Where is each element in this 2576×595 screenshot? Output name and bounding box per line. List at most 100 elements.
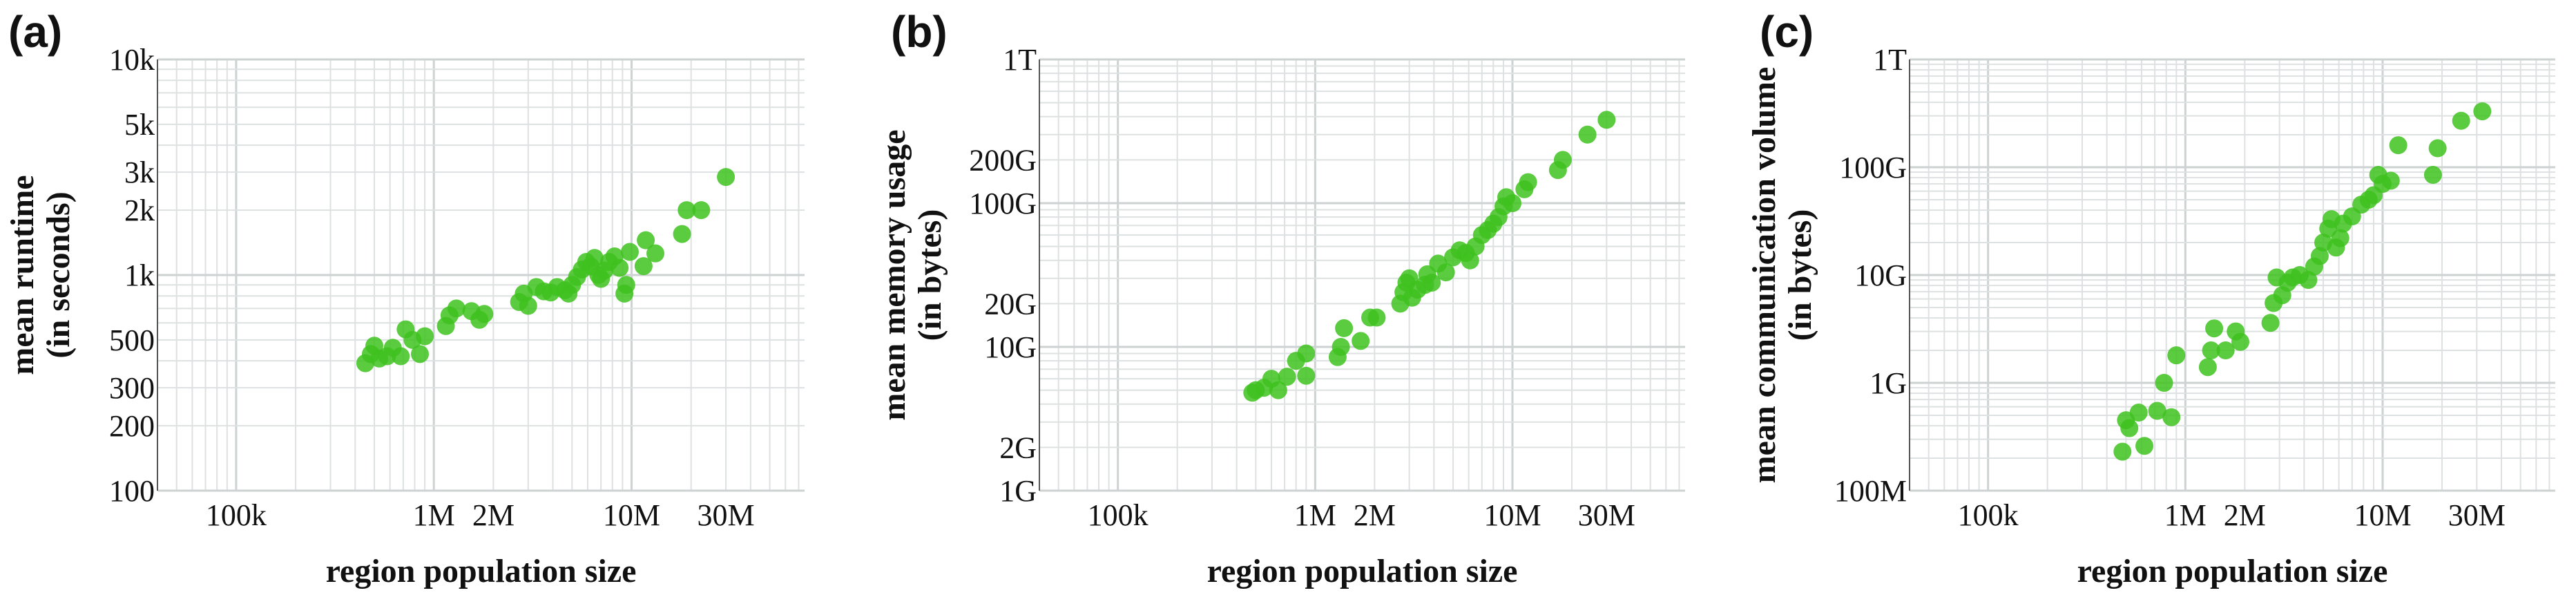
data-point [2389, 136, 2407, 155]
y-tick-label: 300 [109, 371, 155, 405]
data-point [2129, 404, 2148, 422]
data-point [1461, 251, 1479, 270]
x-axis-title: region population size [2077, 553, 2388, 589]
data-point [1269, 381, 1287, 399]
x-tick-label: 2M [1354, 498, 1396, 532]
data-point [1436, 263, 1455, 282]
y-tick-label: 10k [109, 43, 155, 77]
data-point [2167, 346, 2186, 365]
data-point [611, 258, 629, 277]
y-tick-label: 500 [109, 323, 155, 357]
data-point [392, 347, 410, 366]
y-tick-label: 100M [1834, 474, 1907, 508]
data-point [2381, 171, 2400, 190]
data-point [2423, 166, 2442, 185]
y-axis-title-line2: (in seconds) [40, 191, 77, 358]
data-point [2310, 247, 2329, 265]
data-point [1297, 366, 1316, 385]
y-tick-label: 3k [124, 155, 155, 189]
y-axis-title-line2: (in bytes) [1782, 209, 1818, 341]
data-point [717, 168, 736, 187]
panel-label: (b) [891, 7, 948, 57]
data-point [2452, 111, 2470, 130]
x-tick-label: 30M [2448, 498, 2506, 532]
x-tick-label: 10M [603, 498, 660, 532]
x-tick-label: 30M [1578, 498, 1635, 532]
data-point [1352, 332, 1370, 350]
panel-label: (a) [8, 7, 62, 57]
data-point [2216, 341, 2235, 360]
y-tick-label: 2k [124, 193, 155, 227]
data-point [634, 257, 653, 276]
y-tick-label: 2G [999, 431, 1037, 464]
y-axis-title-line1: mean runtime [4, 175, 41, 375]
data-point [1597, 111, 1616, 129]
x-tick-label: 100k [1958, 498, 2019, 532]
data-point [2473, 102, 2492, 121]
data-point [1297, 344, 1316, 363]
data-point [2299, 271, 2318, 290]
data-point [416, 327, 434, 346]
y-tick-label: 10G [984, 330, 1037, 364]
y-tick-label: 1T [1003, 43, 1037, 77]
data-point [646, 244, 665, 263]
data-point [1278, 368, 1296, 386]
data-point [410, 345, 429, 363]
data-point [2331, 229, 2349, 247]
x-tick-label: 100k [206, 498, 267, 532]
y-tick-label: 1T [1873, 43, 1907, 77]
data-point [2120, 419, 2139, 437]
data-point [2135, 437, 2154, 455]
data-point [475, 305, 494, 323]
y-tick-label: 20G [984, 287, 1037, 321]
x-axis-title: region population size [326, 553, 637, 589]
y-tick-label: 1k [124, 258, 155, 292]
x-tick-label: 100k [1088, 498, 1148, 532]
data-point [1503, 194, 1522, 212]
data-point [692, 201, 711, 220]
data-point [2261, 314, 2280, 332]
x-tick-label: 10M [2354, 498, 2411, 532]
data-point [1335, 319, 1354, 337]
y-tick-label: 1G [999, 474, 1037, 508]
data-point [2198, 358, 2217, 377]
panel-label: (c) [1760, 7, 1814, 57]
y-tick-label: 5k [124, 108, 155, 142]
chart-panel-1: 100 200 300 500 1k 2k 3k 5k 10k 100k 1M 2M 10M 30M (a)… [4, 7, 805, 589]
x-tick-label: 2M [2224, 498, 2266, 532]
data-point [519, 296, 537, 315]
x-tick-label: 2M [472, 498, 515, 532]
data-point [2231, 332, 2249, 351]
y-tick-label: 100G [1839, 151, 1907, 185]
data-point [2428, 139, 2447, 158]
data-point [447, 299, 465, 318]
y-tick-label: 1G [1869, 366, 1907, 400]
data-point [673, 225, 691, 243]
y-axis-title-line2: (in bytes) [912, 209, 948, 341]
data-point [1423, 273, 1441, 292]
y-tick-label: 200 [109, 409, 155, 443]
y-tick-label: 100G [969, 187, 1037, 220]
data-point [1553, 151, 1572, 169]
data-point [1332, 338, 1350, 356]
chart-panel-2: 1G 2G 10G 20G 100G 200G 1T 100k 1M 2M 10M 30M (b) reg… [876, 7, 1685, 589]
data-point [677, 201, 696, 220]
data-point [2202, 341, 2220, 360]
x-axis-title: region population size [1207, 553, 1518, 589]
data-point [637, 231, 655, 249]
y-axis-title-line1: mean communication volume [1746, 67, 1782, 484]
data-point [620, 243, 639, 261]
data-point [1519, 173, 1537, 191]
x-tick-label: 1M [2164, 498, 2207, 532]
data-point [2113, 442, 2132, 461]
data-point [2205, 319, 2224, 338]
x-tick-label: 1M [413, 498, 455, 532]
data-point [2155, 374, 2173, 392]
x-tick-label: 10M [1483, 498, 1541, 532]
data-point [2148, 402, 2166, 420]
y-tick-label: 10G [1854, 258, 1907, 292]
data-point [1367, 308, 1386, 327]
chart-panel-3: 100M 1G 10G 100G 1T 100k 1M 2M 10M 30M (c) region p… [1746, 7, 2555, 589]
data-point [1578, 125, 1597, 144]
